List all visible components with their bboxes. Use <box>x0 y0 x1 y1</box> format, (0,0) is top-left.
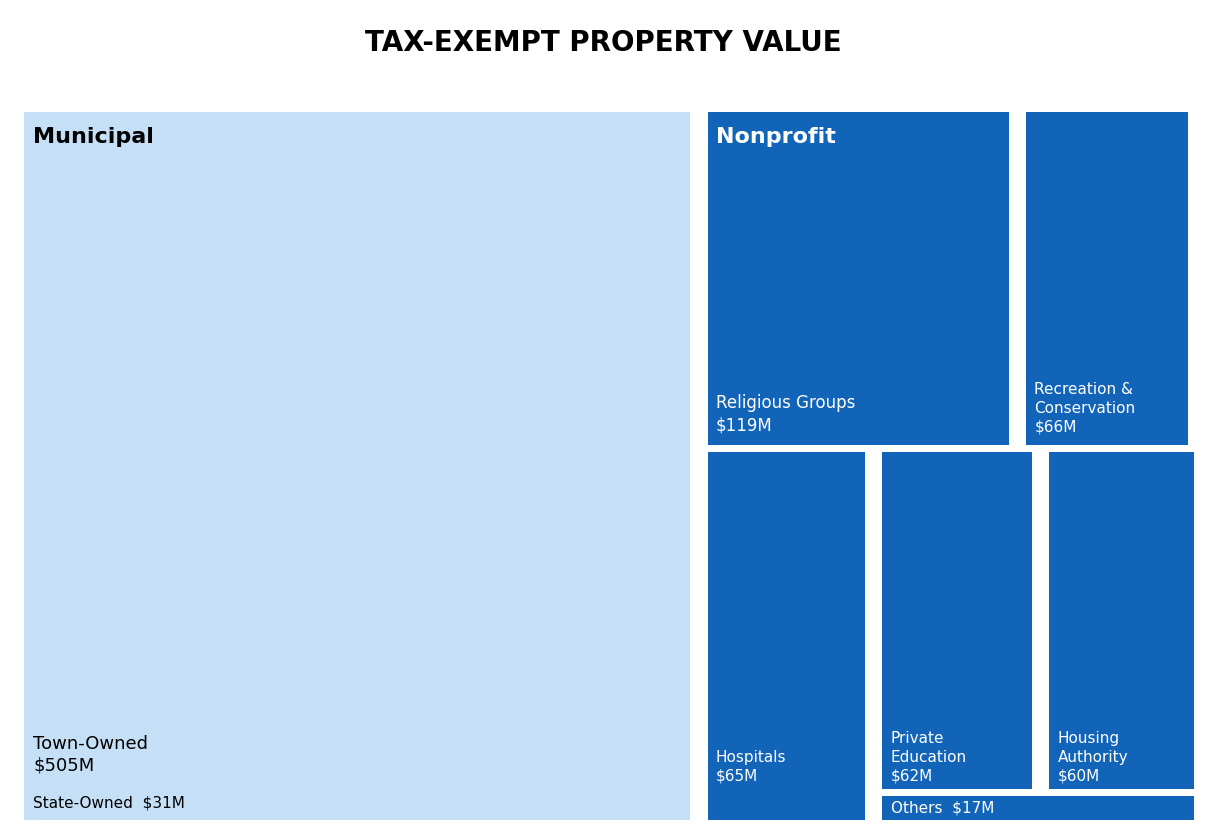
Text: TAX-EXEMPT PROPERTY VALUE: TAX-EXEMPT PROPERTY VALUE <box>364 29 842 57</box>
Bar <box>1049 452 1194 788</box>
Text: Municipal: Municipal <box>34 126 154 146</box>
Bar <box>24 112 690 820</box>
Bar <box>1026 112 1188 445</box>
Text: Private
Education
$62M: Private Education $62M <box>891 732 967 783</box>
Bar <box>883 452 1032 788</box>
Bar <box>708 452 865 820</box>
Text: State-Owned  $31M: State-Owned $31M <box>34 795 186 810</box>
Text: Housing
Authority
$60M: Housing Authority $60M <box>1058 732 1129 783</box>
Text: Others  $17M: Others $17M <box>891 800 994 815</box>
Text: Nonprofit: Nonprofit <box>716 126 836 146</box>
Text: Hospitals
$65M: Hospitals $65M <box>716 750 786 783</box>
Text: Religious Groups
$119M: Religious Groups $119M <box>716 394 855 435</box>
Text: Town-Owned
$505M: Town-Owned $505M <box>34 735 148 775</box>
Bar <box>708 112 1008 445</box>
Text: Recreation &
Conservation
$66M: Recreation & Conservation $66M <box>1035 382 1136 435</box>
Bar <box>883 796 1194 820</box>
